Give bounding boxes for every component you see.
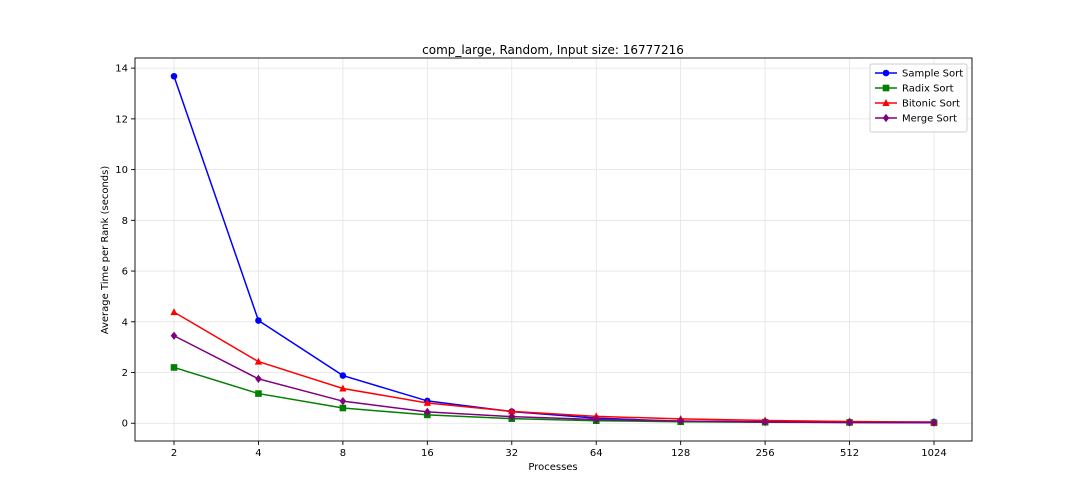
y-tick-label: 4 [122,317,128,328]
x-tick-label: 4 [255,448,261,459]
x-tick-label: 8 [340,448,346,459]
y-tick-label: 14 [115,64,128,75]
data-point [339,372,347,379]
legend-marker [882,84,890,92]
series-radix-sort [170,364,938,427]
data-point [424,407,431,416]
y-tick-label: 2 [122,368,128,379]
data-point [339,397,347,406]
x-tick-label: 16 [421,448,434,459]
data-point [255,317,262,324]
x-tick-label: 64 [590,448,603,459]
legend-item: Bitonic Sort [875,99,960,110]
data-point [254,357,263,365]
data-point [761,417,769,427]
data-point [339,384,347,392]
data-point [255,390,262,397]
data-point [423,398,431,406]
x-axis-label: Processes [528,462,577,473]
data-point [930,418,938,427]
series-bitonic-sort [170,308,938,426]
series-layer [170,72,938,427]
x-tick-label: 512 [840,448,859,459]
series-line [173,311,935,423]
legend-label: Merge Sort [902,114,957,125]
chart-title: comp_large, Random, Input size: 16777216 [422,43,684,57]
data-point [846,418,853,427]
y-axis: 0 2 4 6 8 10 12 14 [115,64,135,430]
grid [135,58,972,441]
series-merge-sort [170,331,938,427]
legend-label: Bitonic Sort [902,99,960,110]
data-point [170,72,178,80]
data-point [170,331,178,340]
series-line [173,335,935,424]
legend-label: Radix Sort [902,84,954,95]
y-tick-label: 6 [122,267,128,278]
data-point [592,415,600,424]
data-point [677,416,684,426]
x-tick-label: 1024 [921,448,946,459]
legend-item: Merge Sort [875,114,957,125]
x-tick-label: 128 [671,448,690,459]
plot-frame [134,57,973,442]
series-line [173,76,934,423]
y-tick-label: 12 [115,114,128,125]
legend-label: Sample Sort [902,69,963,80]
data-point [508,412,516,421]
y-tick-label: 10 [115,165,128,176]
y-axis-label: Average Time per Rank (seconds) [100,166,111,335]
legend-marker [882,99,890,106]
legend-item: Sample Sort [875,69,963,80]
x-tick-label: 2 [171,448,177,459]
x-tick-label: 256 [756,448,775,459]
x-tick-label: 32 [505,448,518,459]
legend: Sample Sort Radix Sort Bitonic Sort Merge S… [869,63,968,133]
data-point [255,374,262,383]
data-point [339,404,347,412]
y-tick-label: 8 [122,216,128,227]
data-point [508,407,516,415]
data-point [170,364,178,371]
legend-box [869,63,968,133]
y-tick-label: 0 [122,419,128,430]
data-point [170,308,178,316]
legend-marker [882,69,890,77]
x-axis: 2 4 8 16 32 64 128 256 512 1024 [171,441,947,459]
legend-marker [882,113,890,123]
legend-item: Radix Sort [875,84,954,95]
